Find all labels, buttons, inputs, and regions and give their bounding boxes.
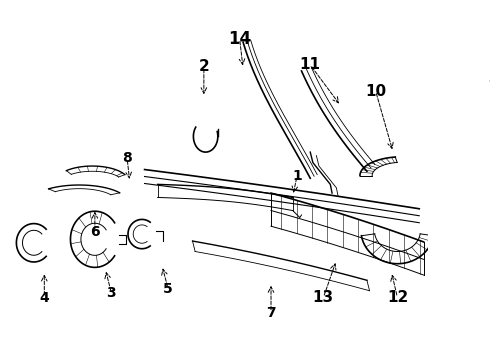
Text: 5: 5 bbox=[163, 282, 173, 296]
Text: 6: 6 bbox=[90, 225, 99, 239]
Text: 11: 11 bbox=[300, 57, 321, 72]
Text: 2: 2 bbox=[198, 59, 209, 74]
Text: 12: 12 bbox=[387, 290, 408, 305]
Text: 14: 14 bbox=[228, 30, 251, 48]
Text: 10: 10 bbox=[365, 84, 386, 99]
Text: 1: 1 bbox=[293, 168, 302, 183]
Text: 9: 9 bbox=[489, 77, 490, 91]
Text: 4: 4 bbox=[39, 291, 49, 305]
Text: 7: 7 bbox=[266, 306, 276, 320]
Text: 8: 8 bbox=[122, 151, 132, 165]
Text: 3: 3 bbox=[107, 286, 116, 300]
Text: 13: 13 bbox=[313, 290, 334, 305]
